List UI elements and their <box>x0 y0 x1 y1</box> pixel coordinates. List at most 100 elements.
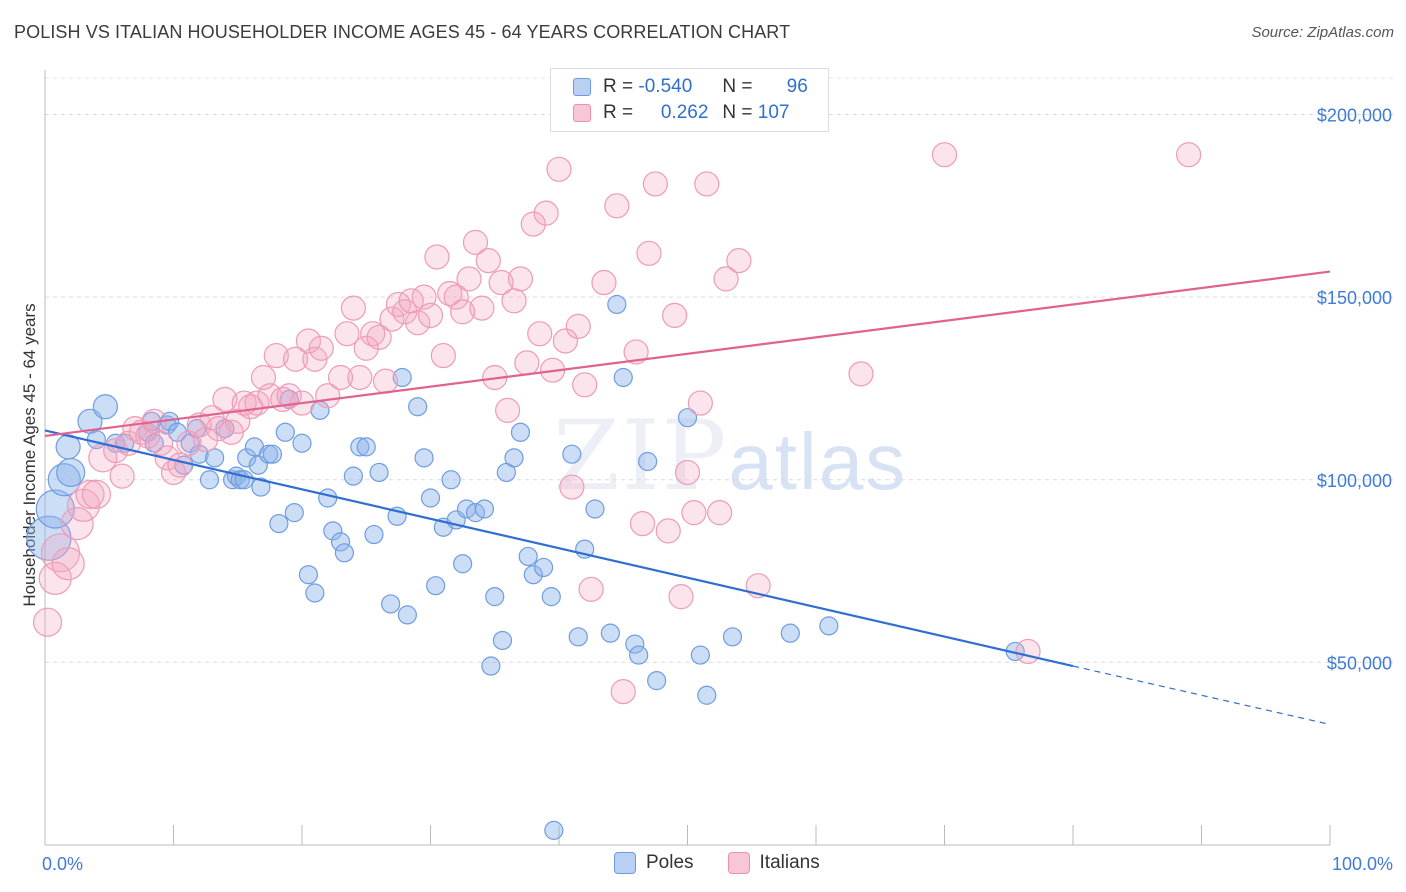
italians-point <box>109 463 135 489</box>
legend-r-value: -0.540 <box>638 76 693 97</box>
italians-point <box>238 394 264 420</box>
poles-point <box>625 634 645 654</box>
poles-point <box>343 466 363 486</box>
italians-point <box>263 342 289 369</box>
italians-point <box>212 386 238 413</box>
italians-point <box>38 561 72 595</box>
italians-point <box>629 510 656 537</box>
italians-point <box>456 266 482 292</box>
italians-point <box>148 430 174 456</box>
italians-point <box>848 361 874 387</box>
poles-point <box>298 565 319 585</box>
italians-point <box>726 248 752 274</box>
italians-point <box>533 200 559 226</box>
poles-point <box>426 576 446 596</box>
y-tick-label: $50,000 <box>1327 653 1392 673</box>
italians-point <box>437 280 463 307</box>
italians-point <box>1015 638 1041 665</box>
y-tick-label: $150,000 <box>1317 288 1392 308</box>
italians-point <box>366 324 392 350</box>
poles-point <box>397 605 417 625</box>
italians-point <box>572 372 598 398</box>
italians-point <box>559 474 585 500</box>
poles-point <box>56 457 86 488</box>
italians-point <box>443 284 469 310</box>
y-tick-label: $200,000 <box>1317 106 1392 126</box>
poles-point <box>780 623 800 643</box>
poles-legend-icon <box>614 852 636 874</box>
italians-point <box>475 248 501 274</box>
y-axis-title: Householder Income Ages 45 - 64 years <box>20 303 39 606</box>
poles-legend-label: Poles <box>646 852 694 873</box>
italians-point <box>81 479 112 509</box>
poles-trend-extension <box>1072 665 1331 726</box>
italians-point <box>591 269 617 296</box>
poles-point <box>199 470 220 490</box>
poles-swatch-icon <box>573 78 591 96</box>
poles-point <box>334 543 355 563</box>
poles-point <box>677 408 698 428</box>
italians-point <box>687 390 713 416</box>
italians-point <box>662 302 688 329</box>
poles-point <box>544 820 564 840</box>
x-tick-label: 0.0% <box>42 854 83 874</box>
legend-r-label: R = <box>603 102 634 123</box>
italians-point <box>674 459 701 486</box>
poles-point <box>414 448 434 468</box>
source-label: Source: ZipAtlas.com <box>1251 24 1394 41</box>
italians-point <box>347 364 373 391</box>
italians-point <box>372 368 399 394</box>
poles-point <box>523 565 543 585</box>
poles-point <box>237 448 257 468</box>
poles-point <box>269 513 289 534</box>
italians-point <box>527 321 553 347</box>
poles-point <box>330 532 351 552</box>
poles-point <box>381 594 401 614</box>
series-legend: Poles Italians <box>614 852 820 874</box>
legend-row-poles: R = -0.540 N = 96 <box>573 74 808 100</box>
italians-point <box>128 419 154 445</box>
italians-point <box>51 547 85 581</box>
legend-n-value: 107 <box>757 102 790 123</box>
italians-point <box>75 479 105 509</box>
italians-point <box>495 397 521 423</box>
italians-point <box>276 383 302 409</box>
poles-point <box>568 627 588 647</box>
poles-point <box>819 616 839 636</box>
italians-point <box>353 335 379 361</box>
legend-row-italians: R = 0.262 N = 107 <box>573 100 808 126</box>
poles-point <box>262 444 283 464</box>
poles-point <box>275 422 295 442</box>
italians-legend-icon <box>727 852 750 874</box>
poles-point <box>518 546 538 567</box>
legend-r-value: 0.262 <box>660 102 709 123</box>
y-tick-label: $100,000 <box>1317 471 1392 491</box>
italians-point <box>488 269 514 296</box>
italians-point <box>462 229 489 255</box>
poles-point <box>35 489 75 529</box>
italians-point <box>1176 142 1202 168</box>
poles-point <box>722 627 743 647</box>
poles-point <box>323 521 343 541</box>
poles-point <box>292 433 312 453</box>
poles-point <box>350 437 370 457</box>
italians-point <box>327 364 354 391</box>
italians-point <box>32 607 63 637</box>
watermark-atlas: atlas <box>728 417 908 506</box>
legend-r-label: R = <box>603 76 634 97</box>
italians-point <box>520 211 546 237</box>
poles-point <box>356 437 376 457</box>
poles-point <box>481 656 501 676</box>
italians-point <box>694 171 720 197</box>
poles-point <box>613 367 633 388</box>
poles-point <box>697 685 717 705</box>
italians-point <box>931 142 958 168</box>
italians-point <box>507 266 534 292</box>
italians-point <box>424 244 450 270</box>
italians-point <box>334 321 360 347</box>
italians-point <box>707 500 733 526</box>
poles-point <box>629 645 649 665</box>
poles-point <box>205 448 225 468</box>
legend-n-value: 96 <box>786 76 808 97</box>
